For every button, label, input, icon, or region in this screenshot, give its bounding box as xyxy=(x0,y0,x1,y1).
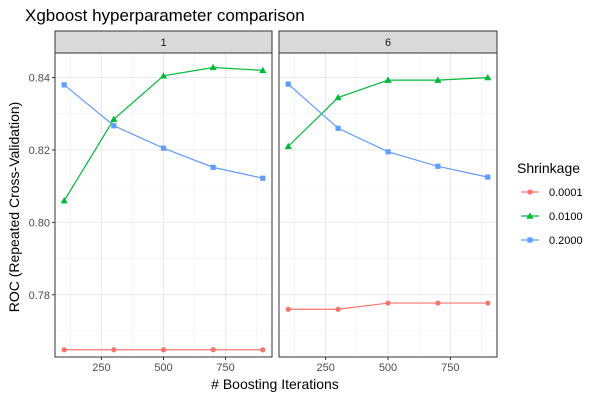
x-tick-label: 500 xyxy=(379,362,397,374)
x-tick-label: 250 xyxy=(316,362,334,374)
legend-title: Shrinkage xyxy=(517,160,580,176)
data-point xyxy=(61,347,67,353)
data-point xyxy=(61,82,67,88)
data-point xyxy=(259,66,267,74)
facet-panels: 1 250 500 750 0.78 0.80 0.82 0.84 6 250 500 750 xyxy=(29,30,498,374)
facet-strip-label: 1 xyxy=(160,37,166,49)
data-point xyxy=(384,76,392,83)
y-axis-title-group: ROC (Repeated Cross-Validation) xyxy=(6,102,22,313)
data-point xyxy=(60,197,68,204)
data-point xyxy=(284,142,292,150)
y-tick-label: 0.82 xyxy=(29,145,50,157)
data-point xyxy=(334,93,342,101)
y-tick-label: 0.78 xyxy=(29,290,50,302)
y-tick-label: 0.84 xyxy=(29,73,50,85)
facet-strip-label: 6 xyxy=(385,37,391,49)
chart-title: Xgboost hyperparameter comparison xyxy=(25,6,305,25)
y-tick-label: 0.80 xyxy=(29,217,50,229)
legend-key-marker xyxy=(527,189,533,195)
x-axis-title-group: # Boosting Iterations xyxy=(211,376,339,392)
data-point xyxy=(435,163,441,169)
data-point xyxy=(210,347,216,353)
data-point xyxy=(159,72,168,79)
data-point xyxy=(260,347,266,353)
data-point xyxy=(209,63,217,71)
data-point xyxy=(285,81,291,87)
legend-label: 0.0001 xyxy=(549,187,583,199)
data-point xyxy=(485,174,491,180)
legend-label: 0.0100 xyxy=(549,211,583,223)
data-point xyxy=(260,175,266,181)
data-point xyxy=(111,123,117,129)
legend-key-marker xyxy=(527,237,533,243)
data-point xyxy=(335,125,341,131)
data-point xyxy=(485,300,491,306)
legend-key-marker xyxy=(526,212,534,219)
x-axis-title: # Boosting Iterations xyxy=(211,376,339,392)
data-point xyxy=(160,347,167,353)
data-point xyxy=(111,347,117,353)
data-point xyxy=(434,76,442,83)
data-point xyxy=(385,300,391,306)
data-point xyxy=(484,74,492,81)
data-point xyxy=(160,145,167,151)
y-axis-title: ROC (Repeated Cross-Validation) xyxy=(6,102,22,313)
data-point xyxy=(335,306,341,312)
x-tick-label: 750 xyxy=(216,362,234,374)
data-point xyxy=(110,115,118,122)
data-point xyxy=(385,149,391,155)
x-tick-label: 500 xyxy=(154,362,172,374)
legend-label: 0.2000 xyxy=(549,235,583,247)
data-point xyxy=(210,164,216,170)
data-point xyxy=(285,306,291,312)
data-point xyxy=(435,300,441,306)
legend: Shrinkage 0.0001 0.0100 0.2000 xyxy=(517,160,583,247)
x-tick-label: 750 xyxy=(441,362,459,374)
x-tick-label: 250 xyxy=(92,362,110,374)
